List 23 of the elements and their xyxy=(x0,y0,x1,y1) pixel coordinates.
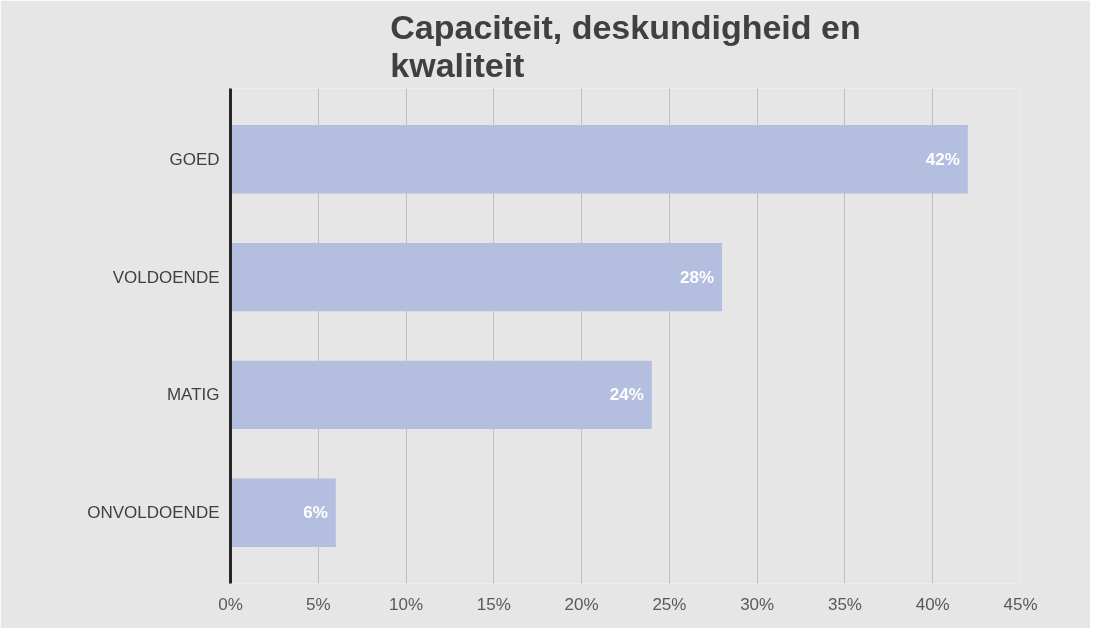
x-tick-label: 40% xyxy=(915,594,950,614)
data-label: 42% xyxy=(925,149,960,169)
x-tick-label: 45% xyxy=(1003,594,1038,614)
y-tick-label: GOED xyxy=(169,149,220,169)
x-tick-label: 10% xyxy=(389,594,424,614)
x-tick-label: 25% xyxy=(652,594,687,614)
x-tick-label: 15% xyxy=(476,594,511,614)
bar xyxy=(230,478,336,547)
y-tick-label: MATIG xyxy=(166,385,220,405)
x-tick-label: 35% xyxy=(827,594,862,614)
data-label: 6% xyxy=(303,503,328,523)
data-label: 28% xyxy=(680,267,715,287)
chart-title: Capaciteit, deskundigheid en kwaliteit xyxy=(390,7,861,84)
data-label: 24% xyxy=(609,385,644,405)
y-tick-label: VOLDOENDE xyxy=(112,267,220,287)
x-tick-label: 0% xyxy=(218,594,243,614)
x-tick-label: 5% xyxy=(305,594,331,614)
x-tick-label: 20% xyxy=(564,594,599,614)
x-tick-label: 30% xyxy=(740,594,775,614)
y-tick-label: ONVOLDOENDE xyxy=(87,503,220,523)
bar xyxy=(230,242,723,312)
bar xyxy=(230,125,968,194)
bar xyxy=(230,360,652,430)
